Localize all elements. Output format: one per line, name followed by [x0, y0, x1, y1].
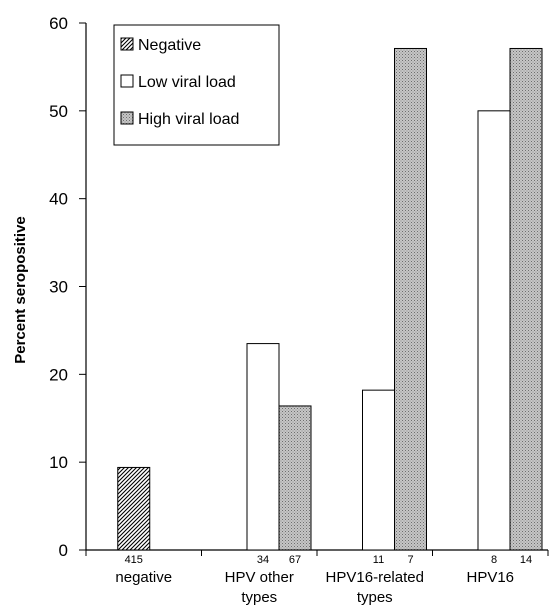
x-category-label: negative — [115, 569, 172, 586]
y-tick-label: 10 — [49, 453, 68, 472]
y-tick-label: 40 — [49, 190, 68, 209]
bar-count-label: 11 — [373, 554, 384, 566]
y-axis-label: Percent seropositive — [12, 216, 29, 364]
bar-count-label: 7 — [407, 554, 413, 566]
x-category-label: types — [357, 589, 393, 606]
legend-box — [113, 24, 280, 146]
legend-label: Negative — [138, 37, 201, 54]
bar-dots — [509, 47, 543, 551]
y-tick-label: 30 — [49, 278, 68, 297]
bar-dots — [278, 405, 312, 551]
bar-white — [246, 343, 280, 551]
y-tick-label: 50 — [49, 102, 68, 121]
legend-swatch-hatch — [120, 37, 134, 51]
y-tick-label: 60 — [49, 14, 68, 33]
plot-area: 0 10 20 30 40 50 60 415 negative 34 67 HPV other typ… — [49, 14, 549, 606]
legend-label: Low viral load — [138, 74, 236, 91]
bar-count-label: 67 — [289, 554, 301, 566]
legend-swatch-dots — [120, 111, 134, 125]
bar-white — [362, 389, 395, 551]
bar-count-label: 34 — [257, 554, 269, 566]
bar-white — [477, 110, 511, 551]
y-tick-label: 0 — [59, 541, 68, 560]
bar-dots — [394, 47, 427, 551]
x-category-label: types — [241, 589, 277, 606]
bar-count-label: 14 — [520, 554, 532, 566]
x-category-label: HPV other — [225, 569, 294, 586]
legend: Negative Low viral load High viral load — [113, 24, 280, 146]
legend-swatch-white — [120, 74, 134, 88]
x-category-label: HPV16-related — [326, 569, 424, 586]
x-category-label: HPV16 — [466, 569, 514, 586]
y-tick-label: 20 — [49, 365, 68, 384]
bar-count-label: 8 — [491, 554, 497, 566]
bar-count-label: 415 — [125, 554, 143, 566]
legend-label: High viral load — [138, 111, 239, 128]
bar-hatch — [117, 466, 151, 551]
